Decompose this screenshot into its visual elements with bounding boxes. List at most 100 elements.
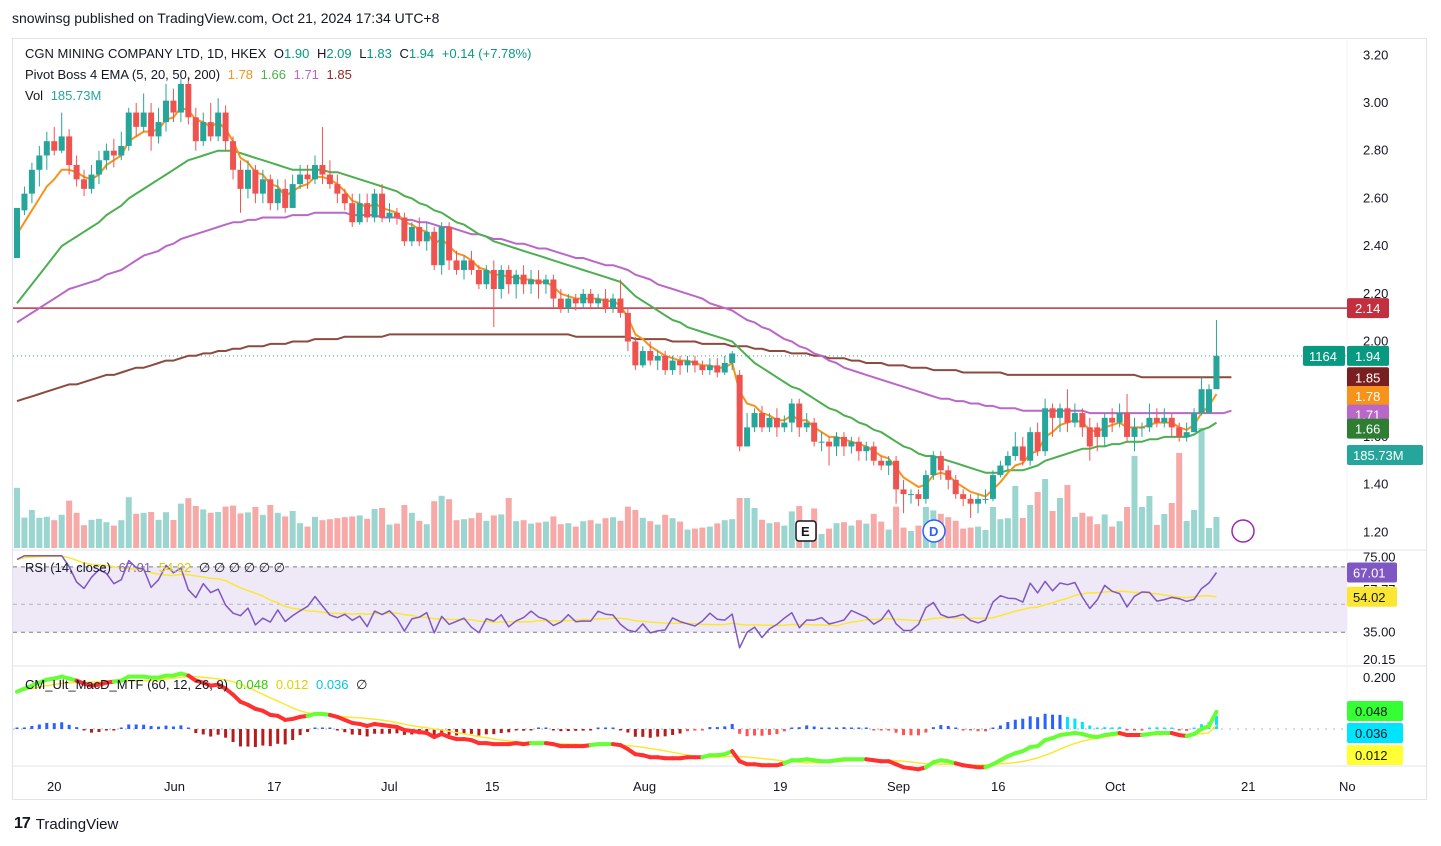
candle-body — [297, 174, 304, 185]
macd-histogram-bar — [268, 729, 272, 747]
volume-bar — [1153, 525, 1160, 548]
macd-histogram-bar — [462, 729, 466, 735]
volume-bar — [1198, 428, 1205, 548]
volume-legend[interactable]: Vol 185.73M — [25, 88, 105, 103]
publisher-line: snowinsg published on TradingView.com, O… — [12, 10, 440, 26]
volume-bar — [744, 498, 751, 548]
rsi-legend[interactable]: RSI (14, close) 67.01 54.02 ∅ ∅ ∅ ∅ ∅ ∅ — [25, 560, 289, 576]
macd-histogram-bar — [551, 729, 555, 731]
macd-histogram-bar — [171, 726, 175, 729]
macd-histogram-bar — [1140, 729, 1144, 731]
volume-bar — [304, 526, 311, 548]
candle-body — [349, 203, 356, 223]
candle-body — [528, 279, 535, 285]
candle-body — [170, 100, 177, 113]
countdown-label: 1164 — [1309, 349, 1337, 364]
x-tick-label: 20 — [47, 779, 61, 794]
candle-body — [885, 460, 892, 466]
macd-histogram-bar — [1036, 717, 1040, 729]
tradingview-brand: TradingView — [35, 815, 119, 833]
rsi-extra: ∅ ∅ ∅ ∅ ∅ ∅ — [198, 560, 285, 575]
candle-body — [259, 179, 266, 194]
volume-bar — [475, 512, 482, 548]
volume-bar — [557, 524, 564, 548]
candle-body — [587, 293, 594, 304]
macd-histogram-bar — [715, 727, 719, 729]
symbol-legend[interactable]: CGN MINING COMPANY LTD, 1D, HKEX O1.90 H… — [25, 46, 535, 61]
candle-body — [595, 298, 602, 304]
volume-bar — [997, 519, 1004, 548]
volume-bar — [1004, 518, 1011, 548]
candle-body — [602, 298, 609, 309]
candle-body — [1168, 417, 1175, 428]
candle-body — [826, 441, 833, 447]
volume-bar — [528, 523, 535, 548]
rsi-ma-line — [16, 555, 1217, 627]
candle-body — [714, 365, 721, 373]
candle-body — [177, 83, 184, 113]
volume-bar — [423, 524, 430, 548]
vol-value: 185.73M — [50, 88, 102, 103]
volume-bar — [103, 522, 110, 548]
candle-body — [155, 122, 162, 137]
candle-body — [699, 365, 706, 371]
volume-bar — [73, 512, 80, 548]
chart-frame[interactable]: 3.203.002.802.602.402.202.001.801.601.40… — [12, 38, 1427, 800]
volume-bar — [945, 517, 952, 548]
volume-bar — [751, 508, 758, 548]
volume-bar — [691, 528, 698, 548]
candle-body — [736, 374, 743, 447]
ema-legend[interactable]: Pivot Boss 4 EMA (5, 20, 50, 200) 1.78 1… — [25, 67, 356, 82]
candle-body — [185, 83, 192, 118]
volume-bar — [371, 509, 378, 548]
volume-bar — [1124, 507, 1131, 548]
volume-bar — [468, 518, 475, 548]
volume-bar — [624, 506, 631, 548]
volume-bar — [125, 497, 132, 548]
rsi-value: 67.01 — [118, 560, 152, 575]
volume-bar — [490, 515, 497, 548]
volume-bar — [729, 519, 736, 548]
candle-body — [416, 227, 423, 242]
volume-bar — [595, 523, 602, 548]
macd-histogram-bar — [745, 729, 749, 737]
chart-canvas[interactable]: 3.203.002.802.602.402.202.001.801.601.40… — [13, 39, 1426, 799]
candle-body — [535, 279, 542, 285]
macd-histogram-bar — [760, 729, 764, 736]
macd-histogram-bar — [1185, 729, 1189, 731]
volume-bar — [416, 520, 423, 548]
macd-histogram-bar — [514, 729, 518, 731]
volume-bar — [952, 520, 959, 548]
macd-histogram-bar — [641, 729, 645, 737]
macd-histogram-bar — [216, 729, 220, 735]
macd-histogram-bar — [1162, 727, 1166, 729]
macd-histogram-bar — [52, 723, 56, 729]
price-tag-label: 2.14 — [1355, 301, 1380, 316]
candle-body — [833, 436, 840, 447]
macd-histogram-bar — [589, 729, 593, 731]
volume-bar — [1064, 485, 1071, 548]
volume-bar — [319, 520, 326, 548]
candle-body — [334, 184, 341, 194]
candle-body — [267, 179, 274, 204]
rsi-line — [16, 554, 1218, 649]
volume-bar — [617, 520, 624, 548]
volume-bar — [535, 522, 542, 548]
volume-bar — [759, 519, 765, 548]
volume-bar — [185, 498, 192, 548]
volume-bar — [893, 506, 900, 548]
macd-legend[interactable]: CM_Ult_MacD_MTF (60, 12, 26, 9) 0.048 0.… — [25, 677, 371, 693]
candle-body — [1019, 446, 1026, 461]
earnings-marker-label: E — [801, 524, 810, 539]
tradingview-footer[interactable]: 17 TradingView — [14, 815, 118, 833]
volume-bar — [401, 505, 408, 548]
candle-body — [1101, 417, 1108, 437]
volume-bar — [36, 517, 43, 548]
macd-histogram-bar — [976, 729, 980, 732]
candle-body — [721, 362, 728, 373]
rsi-tick-label: 20.15 — [1363, 652, 1396, 667]
volume-bar — [393, 523, 400, 548]
x-tick-label: Jul — [381, 779, 398, 794]
rsi-tick-label: 75.00 — [1363, 550, 1396, 565]
candle-body — [43, 141, 50, 156]
